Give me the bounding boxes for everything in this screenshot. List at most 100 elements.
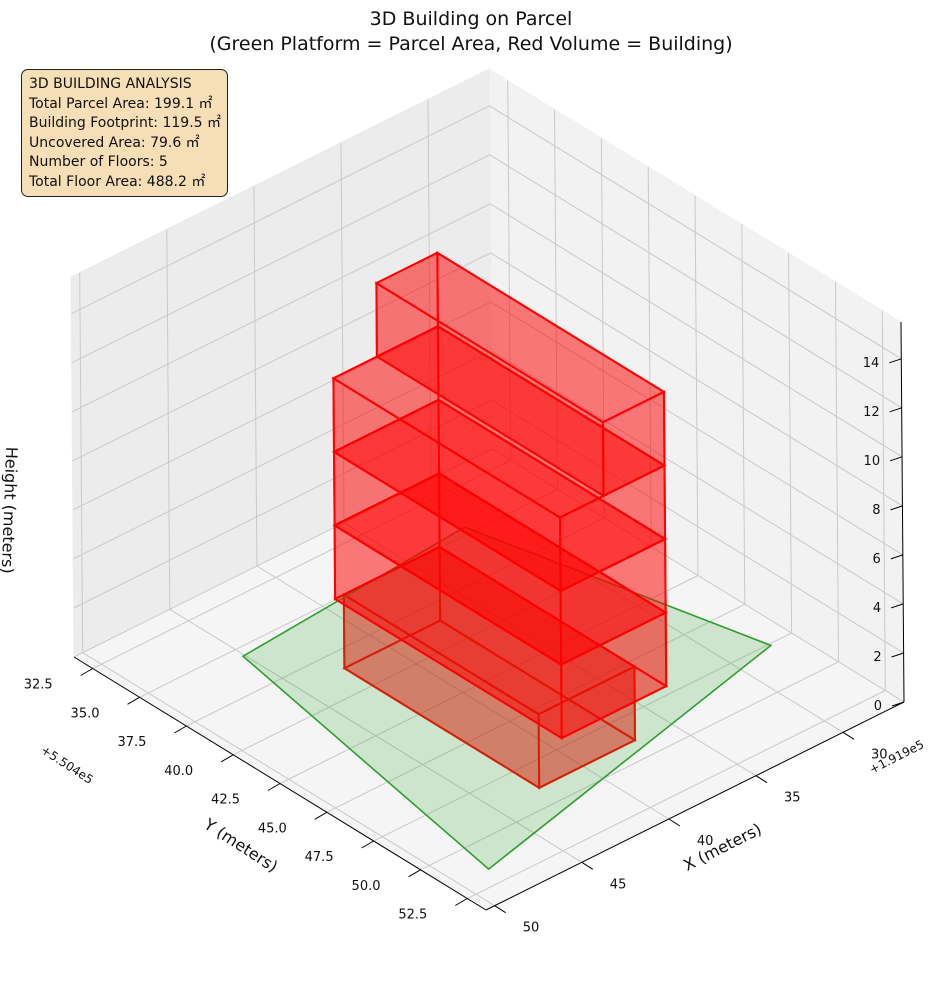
z-tick-mark (891, 701, 905, 707)
gridline-x (79, 272, 84, 653)
y-tick-label: 37.5 (117, 735, 146, 750)
y-tick-mark (267, 783, 281, 791)
gridline-y (788, 252, 793, 634)
building-floor-4 (331, 324, 668, 593)
gridline-z (491, 448, 905, 703)
building-floor-2 (332, 471, 669, 740)
parcel-platform (241, 526, 773, 871)
y-tick-label: 35.0 (71, 706, 100, 721)
x-axis-line (485, 701, 905, 911)
z-tick-mark (891, 652, 904, 658)
gridline-y (554, 109, 558, 490)
tick-labels: 303540455032.535.037.540.042.545.047.550… (24, 356, 905, 936)
y-tick-label: 50.0 (352, 879, 381, 894)
grid-lines (71, 80, 905, 907)
info-floor-area: Total Floor Area: 488.2 ㎡ (29, 173, 206, 190)
z-tick-mark (889, 456, 903, 462)
info-title: 3D BUILDING ANALYSIS (29, 76, 192, 92)
gridline-z (489, 154, 902, 409)
gridline-z (73, 399, 492, 609)
x-tick-mark (668, 818, 681, 827)
z-tick-mark (889, 358, 902, 364)
z-tick-label: 6 (873, 552, 881, 567)
z-tick-mark (889, 407, 902, 413)
y-tick-label: 47.5 (305, 850, 334, 865)
x-tick-mark (755, 775, 768, 784)
gridline-y (835, 281, 839, 662)
z-tick-label: 4 (873, 601, 881, 616)
gridline-z (489, 203, 903, 458)
gridline-z (490, 301, 904, 556)
z-axis-label: Height (meters) (0, 446, 21, 574)
gridline-z (490, 350, 904, 605)
y-tick-label: 32.5 (24, 678, 53, 693)
gridline-y (373, 632, 792, 842)
gridline-y (881, 310, 886, 691)
gridline-z (72, 350, 492, 560)
x-tick-mark (842, 731, 855, 740)
y-tick-mark (127, 696, 140, 705)
plot-content (241, 251, 773, 871)
z-tick-mark (890, 554, 903, 560)
y-tick-label: 52.5 (398, 908, 427, 923)
z-tick-label: 10 (864, 454, 881, 469)
gridline-z (73, 448, 493, 658)
y-tick-mark (408, 869, 421, 878)
x-tick-mark (581, 861, 594, 870)
gridline-z (71, 203, 491, 413)
z-tick-label: 2 (873, 650, 881, 665)
x-axis-label: X (meters) (680, 819, 764, 875)
gridline-z (489, 105, 902, 360)
y-tick-mark (174, 725, 187, 734)
y-tick-mark (361, 840, 374, 849)
face-top (374, 251, 666, 424)
z-axis-line (900, 321, 905, 703)
gridline-z (490, 252, 903, 507)
gridline-y (467, 690, 886, 899)
gridline-y (694, 195, 699, 576)
gridline-z (72, 301, 492, 511)
z-tick-label: 14 (863, 356, 880, 371)
y-tick-label: 45.0 (258, 821, 287, 836)
y-tick-mark (220, 754, 234, 763)
gridline-z (71, 154, 490, 364)
z-tick-label: 8 (872, 503, 880, 518)
analysis-info-box: 3D BUILDING ANALYSIS Total Parcel Area: … (21, 69, 228, 197)
x-tick-label: 50 (523, 921, 540, 936)
x-tick-label: 45 (610, 877, 627, 892)
gridline-y (507, 80, 512, 461)
gridline-z (71, 105, 490, 315)
gridline-x (253, 185, 258, 567)
z-tick-label: 0 (874, 699, 882, 714)
y-tick-mark (314, 811, 328, 820)
gridline-y (92, 460, 511, 669)
y-tick-label: 40.0 (164, 764, 193, 779)
gridline-x (427, 99, 432, 480)
gridline-y (186, 517, 605, 727)
y-tick-label: 42.5 (211, 793, 240, 808)
gridline-y (647, 166, 652, 547)
z-tick-mark (890, 505, 903, 511)
gridline-z (491, 399, 904, 654)
info-parcel-area: Total Parcel Area: 199.1 ㎡ (29, 95, 213, 112)
x-tick-label: 35 (784, 791, 801, 806)
x-tick-label: 40 (697, 834, 714, 849)
chart-subtitle: (Green Platform = Parcel Area, Red Volum… (209, 33, 732, 55)
info-uncovered: Uncovered Area: 79.6 ㎡ (29, 134, 200, 151)
y-tick-mark (80, 668, 93, 676)
x-tick-label: 30 (871, 747, 888, 762)
building-floor-5 (374, 251, 667, 498)
info-floors: Number of Floors: 5 (29, 154, 168, 170)
gridline-x (340, 142, 345, 523)
gridline-x (166, 229, 171, 610)
gridline-y (326, 603, 746, 813)
gridline-z (72, 252, 491, 462)
z-tick-mark (891, 603, 904, 609)
y-offset-label: +5.504e5 (38, 743, 95, 787)
gridline-y (420, 661, 839, 871)
z-tick-label: 12 (863, 405, 880, 420)
x-tick-mark (494, 905, 506, 914)
info-footprint: Building Footprint: 119.5 ㎡ (29, 115, 222, 131)
